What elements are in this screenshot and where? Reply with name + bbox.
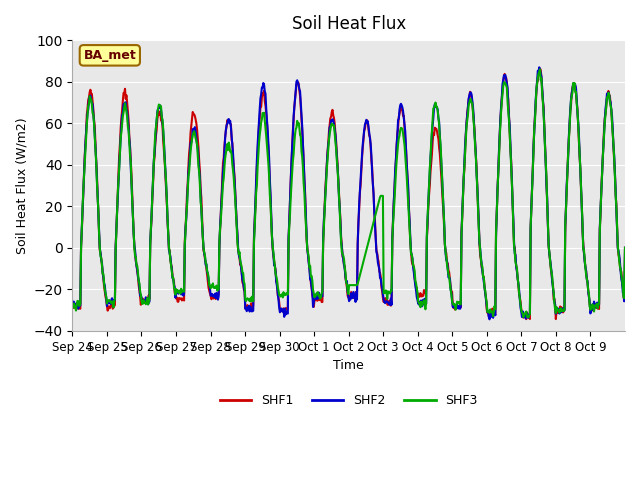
SHF1 [406, 222, 413, 228]
SHF3 [436, 142, 444, 148]
SHF2 [406, 217, 413, 223]
Line: SHF3: SHF3 [72, 69, 625, 317]
SHF3 [68, 303, 76, 309]
Text: BA_met: BA_met [83, 49, 136, 62]
SHF2 [133, 266, 141, 272]
SHF1 [621, 245, 629, 251]
SHF1 [284, 306, 291, 312]
SHF2 [235, 252, 243, 258]
SHF3 [406, 227, 413, 232]
SHF3 [262, 133, 270, 139]
SHF2 [436, 145, 444, 151]
Line: SHF2: SHF2 [72, 67, 625, 319]
SHF1 [436, 162, 444, 168]
Line: SHF1: SHF1 [72, 69, 625, 319]
SHF3 [621, 245, 629, 251]
SHF3 [284, 290, 291, 296]
SHF1 [536, 66, 544, 72]
SHF2 [621, 245, 629, 251]
Y-axis label: Soil Heat Flux (W/m2): Soil Heat Flux (W/m2) [15, 117, 28, 254]
SHF2 [486, 316, 493, 322]
SHF3 [536, 66, 544, 72]
SHF1 [262, 110, 270, 116]
Legend: SHF1, SHF2, SHF3: SHF1, SHF2, SHF3 [214, 389, 483, 412]
Title: Soil Heat Flux: Soil Heat Flux [292, 15, 406, 33]
SHF3 [525, 314, 532, 320]
SHF2 [262, 106, 270, 111]
SHF2 [68, 299, 76, 305]
SHF1 [522, 316, 530, 322]
X-axis label: Time: Time [333, 359, 364, 372]
SHF1 [68, 304, 76, 310]
SHF2 [284, 311, 291, 316]
SHF2 [536, 64, 543, 70]
SHF1 [133, 269, 141, 275]
SHF3 [133, 263, 141, 269]
SHF3 [235, 252, 243, 257]
SHF1 [235, 251, 243, 256]
